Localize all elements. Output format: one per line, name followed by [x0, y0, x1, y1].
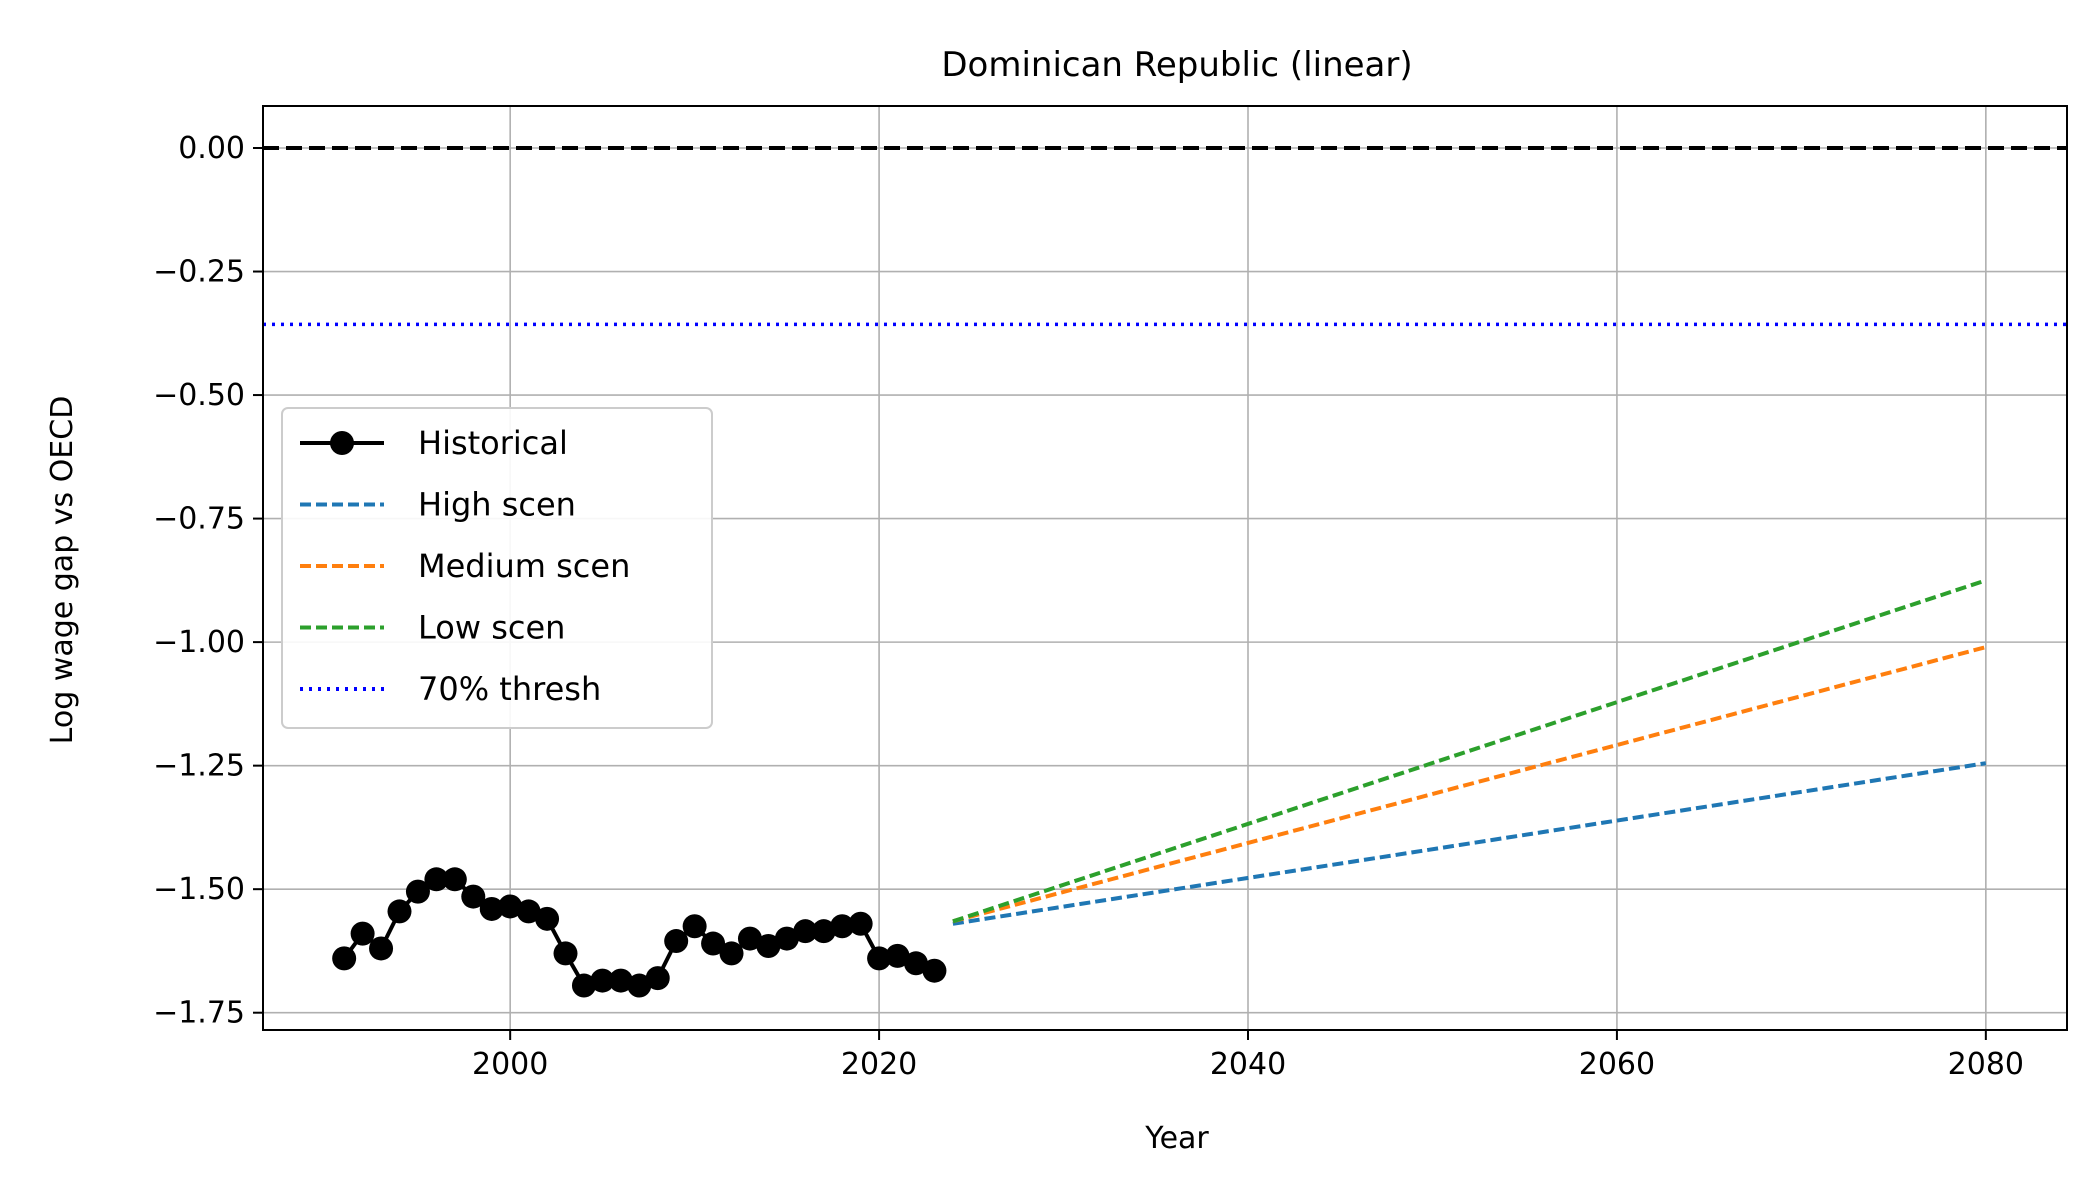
data-point [719, 941, 744, 966]
y-tick-label: −1.50 [153, 872, 245, 907]
data-point [737, 926, 762, 951]
x-tick-label: 2080 [1948, 1047, 2024, 1082]
data-point [682, 914, 707, 939]
data-point [608, 968, 633, 993]
y-axis-ticks: 0.00 −0.25 −0.50 −0.75 −1.00 −1.25 −1.50 −1.75 [153, 131, 263, 1031]
legend-label: Low scen [418, 609, 565, 647]
data-point [774, 926, 799, 951]
data-point [627, 973, 652, 998]
data-point [903, 951, 928, 976]
x-axis-label: Year [1144, 1121, 1209, 1156]
data-point [645, 966, 670, 991]
data-point [664, 929, 689, 954]
x-tick-label: 2000 [472, 1047, 548, 1082]
data-point [756, 934, 781, 958]
reference-lines [263, 146, 2067, 327]
data-point [885, 943, 910, 968]
series-line-low-scen [952, 578, 1987, 924]
data-point [848, 911, 873, 936]
data-point [535, 906, 560, 931]
data-point [793, 919, 818, 944]
data-point [387, 899, 412, 924]
x-tick-label: 2060 [1579, 1047, 1655, 1082]
data-point [350, 921, 375, 946]
y-tick-label: −1.75 [153, 996, 245, 1031]
legend-label: Historical [418, 424, 568, 462]
series-layer [332, 578, 1987, 998]
x-axis-ticks: 2000 2020 2040 2060 2080 [472, 1030, 2024, 1082]
y-axis-label: Log wage gap vs OECD [45, 396, 80, 745]
data-point [701, 931, 726, 956]
legend-marker [330, 431, 354, 455]
data-point [479, 896, 504, 921]
plot-frame [262, 105, 2068, 1031]
x-tick-label: 2020 [841, 1047, 917, 1082]
data-point [830, 914, 855, 939]
data-point [461, 884, 486, 909]
legend-box [281, 407, 713, 729]
data-point [590, 968, 615, 993]
legend-label: 70% thresh [418, 670, 601, 708]
data-point [553, 941, 578, 966]
data-point [405, 879, 430, 904]
data-point [498, 894, 523, 919]
y-tick-label: −1.00 [153, 625, 245, 660]
x-tick-label: 2040 [1210, 1047, 1286, 1082]
y-tick-label: −0.50 [153, 378, 245, 413]
data-point [424, 867, 449, 892]
data-point [369, 936, 394, 961]
legend-label: High scen [418, 486, 576, 524]
y-tick-label: 0.00 [178, 131, 245, 166]
y-tick-label: −1.25 [153, 749, 245, 784]
data-point [867, 946, 892, 971]
y-tick-label: −0.75 [153, 502, 245, 537]
y-tick-label: −0.25 [153, 255, 245, 290]
series-line-medium-scen [952, 645, 1987, 924]
data-point [571, 973, 596, 998]
data-point [811, 919, 836, 944]
legend-label: Medium scen [418, 547, 630, 585]
legend: Historical High scen Medium scen Low scen 70… [281, 407, 713, 729]
data-point [922, 958, 947, 983]
chart-title: Dominican Republic (linear) [941, 45, 1412, 85]
data-point [516, 899, 541, 924]
data-point [442, 867, 467, 892]
data-point [332, 946, 357, 971]
series-line-high-scen [952, 761, 1987, 926]
